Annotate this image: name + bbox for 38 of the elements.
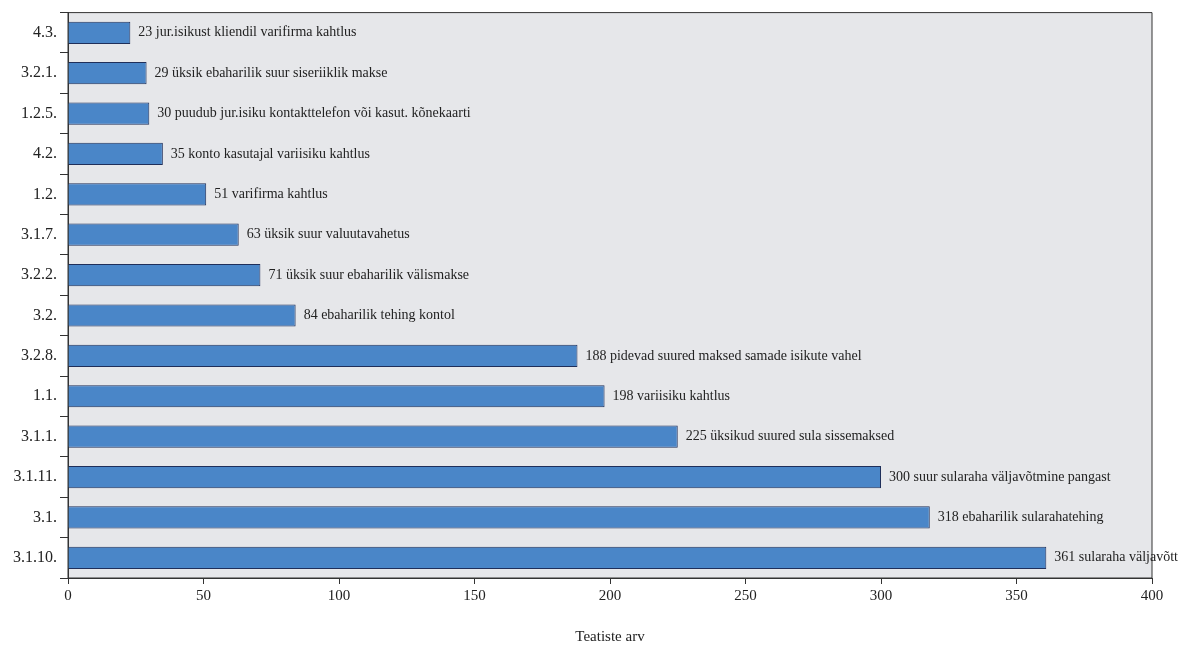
- y-tick-label: 1.2.: [33, 184, 57, 202]
- x-tick-label: 50: [196, 586, 211, 603]
- y-tick-label: 3.2.8.: [21, 346, 57, 364]
- y-tick-label: 3.2.2.: [21, 265, 57, 283]
- data-label: 29 üksik ebaharilik suur siseriiklik makse: [154, 64, 388, 80]
- y-tick-label: 4.2.: [33, 144, 57, 162]
- x-tick-label: 350: [1005, 586, 1028, 603]
- data-label: 361 sularaha väljavõtt: [1054, 549, 1179, 565]
- data-label: 30 puudub jur.isiku kontakttelefon või kasut. kõnekaarti: [157, 105, 471, 121]
- data-label: 51 varifirma kahtlus: [214, 186, 328, 202]
- x-tick-label: 250: [734, 586, 757, 603]
- data-label: 300 suur sularaha väljavõtmine pangast: [889, 468, 1111, 484]
- data-label: 63 üksik suur valuutavahetus: [246, 226, 410, 242]
- y-tick-label: 3.1.: [33, 507, 57, 525]
- x-tick-label: 200: [598, 586, 622, 603]
- y-tick-label: 3.1.10.: [13, 548, 57, 566]
- y-tick-label: 1.2.5.: [21, 103, 57, 121]
- x-tick-label: 150: [463, 586, 486, 603]
- x-tick-label: 100: [327, 586, 351, 603]
- x-axis-title: Teatiste arv: [575, 627, 646, 644]
- data-label: 23 jur.isikust kliendil varifirma kahtlus: [138, 24, 357, 40]
- data-label: 188 pidevad suured maksed samade isikute vahel: [585, 347, 862, 363]
- x-tick-label: 300: [869, 586, 893, 603]
- data-label: 35 konto kasutajal variisiku kahtlus: [170, 145, 370, 161]
- y-tick-label: 4.3.: [33, 23, 57, 40]
- y-tick-label: 3.1.11.: [13, 467, 57, 485]
- x-tick-label: 0: [64, 586, 72, 603]
- y-tick-label: 1.1.: [33, 386, 57, 404]
- data-label: 84 ebaharilik tehing kontol: [303, 307, 455, 323]
- data-label: 198 variisiku kahtlus: [612, 387, 731, 403]
- data-label: 225 üksikud suured sula sissemaksed: [685, 428, 895, 444]
- y-tick-label: 3.1.7.: [21, 224, 57, 242]
- data-label: 318 ebaharilik sularahatehing: [937, 509, 1104, 525]
- y-tick-label: 3.1.1.: [21, 426, 57, 444]
- y-tick-label: 3.2.: [33, 305, 57, 323]
- x-tick-label: 400: [1140, 586, 1164, 603]
- data-label: 71 üksik suur ebaharilik välismakse: [268, 266, 470, 282]
- y-tick-label: 3.2.1.: [21, 63, 57, 81]
